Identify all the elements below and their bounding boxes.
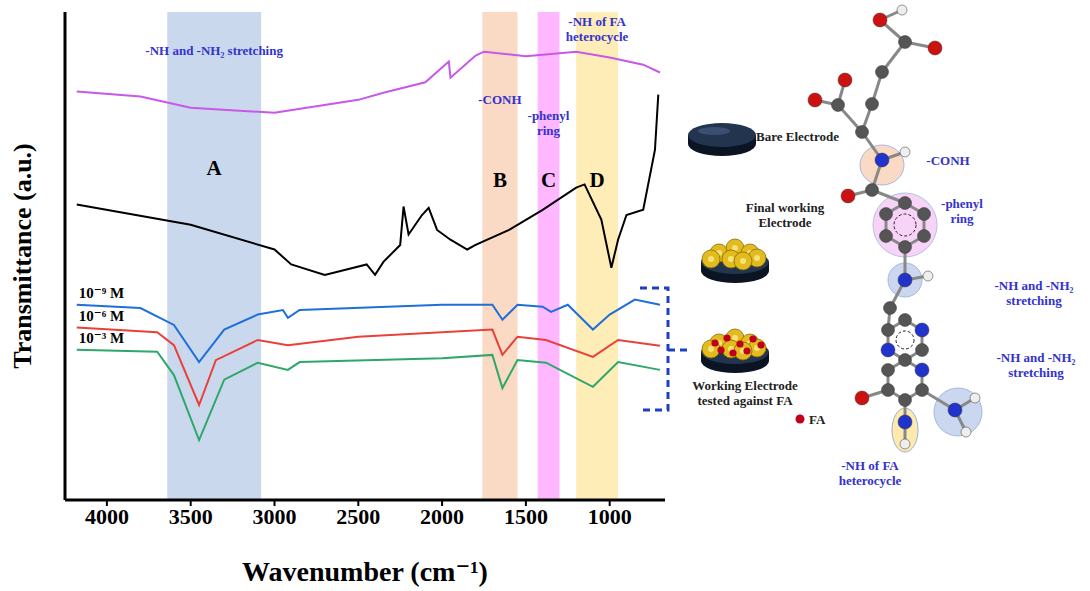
svg-text:Transmittance (a.u.): Transmittance (a.u.) bbox=[8, 143, 37, 369]
svg-text:-phenyl: -phenyl bbox=[528, 108, 570, 123]
svg-text:-CONH: -CONH bbox=[478, 92, 521, 107]
svg-text:-NH and -NH₂: -NH and -NH₂ bbox=[994, 278, 1073, 293]
svg-text:10⁻⁹ M: 10⁻⁹ M bbox=[79, 285, 124, 301]
svg-text:2500: 2500 bbox=[336, 504, 380, 529]
svg-text:-NH of FA: -NH of FA bbox=[841, 458, 899, 473]
svg-text:4000: 4000 bbox=[85, 504, 129, 529]
svg-text:stretching: stretching bbox=[1006, 293, 1062, 308]
svg-text:C: C bbox=[541, 168, 556, 192]
svg-text:FA: FA bbox=[809, 412, 826, 427]
svg-text:A: A bbox=[207, 156, 223, 180]
svg-text:1000: 1000 bbox=[588, 504, 632, 529]
svg-text:3500: 3500 bbox=[169, 504, 213, 529]
svg-text:Working Electrode: Working Electrode bbox=[692, 378, 798, 393]
svg-text:Final working: Final working bbox=[746, 200, 825, 215]
svg-text:heterocycle: heterocycle bbox=[566, 29, 629, 44]
svg-text:B: B bbox=[493, 168, 507, 192]
svg-text:D: D bbox=[590, 168, 605, 192]
svg-text:ring: ring bbox=[950, 211, 974, 226]
svg-text:Electrode: Electrode bbox=[758, 215, 811, 230]
svg-text:1500: 1500 bbox=[504, 504, 548, 529]
svg-text:Bare Electrode: Bare Electrode bbox=[756, 129, 839, 144]
svg-text:-NH and -NH₂ stretching: -NH and -NH₂ stretching bbox=[145, 43, 283, 58]
svg-text:2000: 2000 bbox=[420, 504, 464, 529]
svg-text:ring: ring bbox=[537, 123, 561, 138]
svg-text:10⁻³ M: 10⁻³ M bbox=[79, 330, 124, 346]
svg-text:heterocycle: heterocycle bbox=[839, 473, 902, 488]
svg-text:3000: 3000 bbox=[252, 504, 296, 529]
svg-text:-NH of FA: -NH of FA bbox=[568, 14, 626, 29]
svg-text:stretching: stretching bbox=[1008, 365, 1064, 380]
svg-text:Wavenumber (cm⁻¹): Wavenumber (cm⁻¹) bbox=[242, 556, 488, 587]
svg-text:tested against FA: tested against FA bbox=[697, 393, 793, 408]
svg-text:-NH and -NH₂: -NH and -NH₂ bbox=[996, 350, 1075, 365]
svg-text:-CONH: -CONH bbox=[926, 153, 969, 168]
svg-text:-phenyl: -phenyl bbox=[941, 196, 983, 211]
svg-text:10⁻⁶ M: 10⁻⁶ M bbox=[79, 308, 124, 324]
